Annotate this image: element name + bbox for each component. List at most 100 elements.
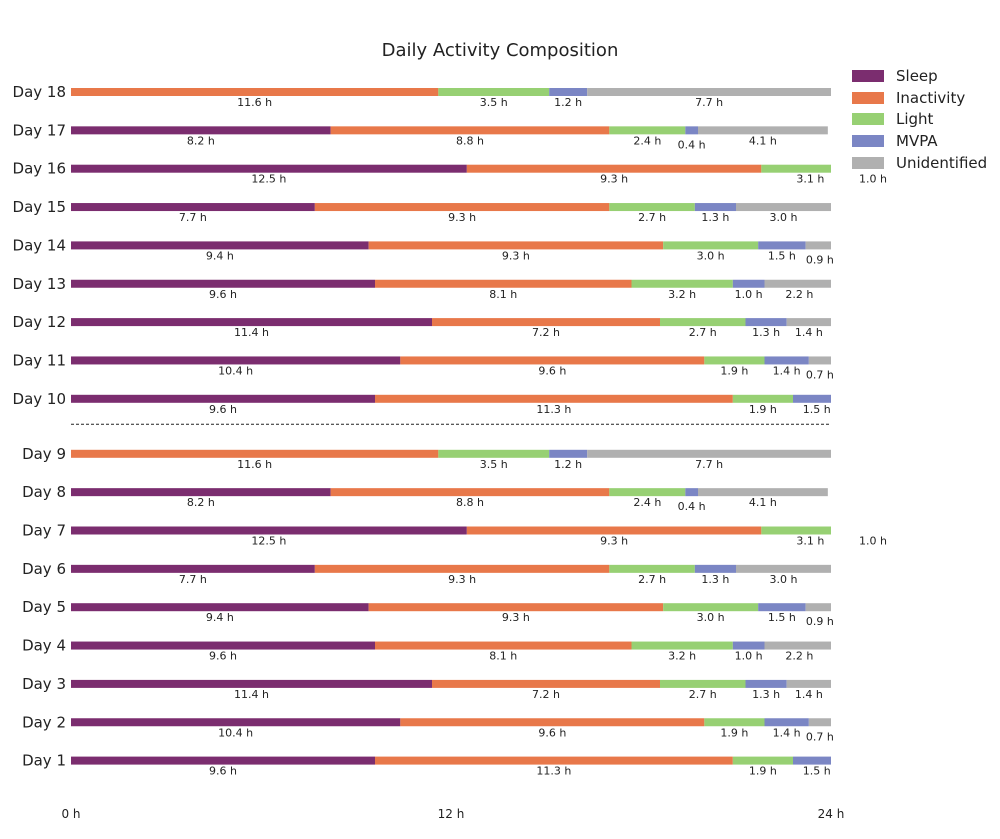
segment-label-day-17-unidentified: 4.1 h: [749, 134, 777, 147]
segment-label-day-16-inactivity: 9.3 h: [600, 173, 628, 186]
bar-day-9-mvpa: [549, 449, 588, 458]
bar-day-4-mvpa: [732, 641, 765, 650]
segment-label-day-7-inactivity: 9.3 h: [600, 535, 628, 548]
segment-label-day-13-unidentified: 2.2 h: [785, 288, 813, 301]
segment-label-day-7-light: 3.1 h: [796, 535, 824, 548]
bar-day-4-inactivity: [375, 641, 632, 650]
segment-label-day-2-light: 1.9 h: [720, 726, 748, 739]
bar-day-18-mvpa: [549, 88, 588, 96]
day-label-day-14: Day 14: [13, 236, 66, 254]
segment-label-day-5-sleep: 9.4 h: [206, 611, 234, 624]
bar-day-2-unidentified: [808, 718, 831, 727]
bar-day-3-light: [660, 679, 746, 688]
legend-item-unidentified: Unidentified: [852, 152, 987, 174]
bar-day-5-unidentified: [805, 603, 831, 612]
segment-label-day-17-sleep: 8.2 h: [187, 134, 215, 147]
legend-swatch: [852, 156, 884, 169]
bar-day-14-unidentified: [805, 241, 831, 250]
bar-day-1-inactivity: [375, 756, 733, 765]
bar-day-3-unidentified: [786, 679, 831, 688]
bar-day-3-inactivity: [432, 679, 660, 688]
legend-label: MVPA: [896, 131, 938, 150]
segment-label-day-18-unidentified: 7.7 h: [695, 96, 723, 109]
bar-day-4-unidentified: [764, 641, 831, 650]
bar-day-3-mvpa: [745, 679, 787, 688]
bar-day-16-sleep: [71, 164, 467, 173]
segment-label-day-6-light: 2.7 h: [638, 573, 666, 586]
day-label-day-18: Day 18: [13, 83, 66, 101]
segment-label-day-2-sleep: 10.4 h: [218, 726, 253, 739]
segment-label-day-11-inactivity: 9.6 h: [538, 364, 566, 377]
bar-day-15-inactivity: [314, 203, 610, 212]
bar-day-6-mvpa: [694, 564, 736, 573]
segment-label-day-15-light: 2.7 h: [638, 211, 666, 224]
bar-day-6-light: [609, 564, 695, 573]
day-label-day-2: Day 2: [22, 713, 66, 731]
legend-item-inactivity: Inactivity: [852, 87, 987, 109]
bar-day-12-mvpa: [745, 318, 787, 327]
bar-day-15-unidentified: [736, 203, 831, 212]
bar-day-1-light: [732, 756, 793, 765]
day-labels-layer: Day 18 Day 17 Day 16 Day 15 Day 14 Day 13 Day …: [13, 83, 66, 770]
segment-label-day-9-mvpa: 1.2 h: [554, 458, 582, 471]
bar-day-9-light: [438, 449, 550, 458]
segment-label-day-13-light: 3.2 h: [668, 288, 696, 301]
segment-label-day-4-unidentified: 2.2 h: [785, 650, 813, 663]
day-label-day-5: Day 5: [22, 598, 66, 616]
bar-day-7-sleep: [71, 526, 467, 535]
segment-label-day-3-inactivity: 7.2 h: [532, 688, 560, 701]
bar-day-6-unidentified: [736, 564, 831, 573]
bar-day-10-inactivity: [375, 394, 733, 403]
legend-label: Unidentified: [896, 153, 988, 172]
x-tick-label: 24 h: [818, 807, 845, 821]
bar-day-15-light: [609, 203, 695, 212]
bar-day-11-mvpa: [764, 356, 809, 365]
segment-label-day-10-mvpa: 1.5 h: [803, 403, 831, 416]
bar-day-10-sleep: [71, 394, 375, 403]
day-label-day-4: Day 4: [22, 637, 66, 655]
segment-label-day-18-mvpa: 1.2 h: [554, 96, 582, 109]
bar-day-5-mvpa: [758, 603, 806, 612]
legend-swatch: [852, 134, 884, 147]
segment-label-day-5-mvpa: 1.5 h: [768, 611, 796, 624]
x-axis-ticks: 0 h 12 h 24 h: [61, 807, 844, 821]
segment-label-day-14-unidentified: 0.9 h: [806, 253, 834, 266]
bar-day-15-sleep: [71, 203, 315, 212]
segment-label-day-17-light: 2.4 h: [633, 134, 661, 147]
segment-label-day-12-light: 2.7 h: [689, 326, 717, 339]
bar-day-13-mvpa: [732, 279, 765, 288]
segment-label-day-3-unidentified: 1.4 h: [795, 688, 823, 701]
chart-title: Daily Activity Composition: [382, 40, 619, 61]
day-label-day-16: Day 16: [13, 160, 66, 178]
day-label-day-7: Day 7: [22, 522, 66, 540]
segment-label-day-8-mvpa: 0.4 h: [678, 500, 706, 513]
bar-day-16-light: [761, 164, 831, 173]
segment-label-day-3-light: 2.7 h: [689, 688, 717, 701]
segment-label-day-2-inactivity: 9.6 h: [538, 726, 566, 739]
segment-label-day-15-sleep: 7.7 h: [179, 211, 207, 224]
bar-day-13-sleep: [71, 279, 375, 288]
segment-label-day-7-mvpa: 1.0 h: [859, 535, 887, 548]
segment-label-day-7-sleep: 12.5 h: [251, 535, 286, 548]
segment-label-day-6-mvpa: 1.3 h: [701, 573, 729, 586]
segment-label-day-8-light: 2.4 h: [633, 496, 661, 509]
bar-day-13-inactivity: [375, 279, 632, 288]
day-label-day-8: Day 8: [22, 483, 66, 501]
bar-day-8-light: [609, 488, 686, 497]
legend-label: Sleep: [896, 66, 938, 85]
bar-day-2-light: [704, 718, 765, 727]
bar-day-5-sleep: [71, 603, 369, 612]
bar-day-18-unidentified: [587, 88, 831, 96]
segment-label-day-15-unidentified: 3.0 h: [770, 211, 798, 224]
segment-label-day-13-sleep: 9.6 h: [209, 288, 237, 301]
segment-label-day-8-unidentified: 4.1 h: [749, 496, 777, 509]
bar-day-11-sleep: [71, 356, 401, 365]
bar-day-14-mvpa: [758, 241, 806, 250]
bar-day-18-light: [438, 88, 550, 96]
bar-day-8-inactivity: [330, 488, 610, 497]
segment-label-day-10-sleep: 9.6 h: [209, 403, 237, 416]
segment-label-day-14-light: 3.0 h: [697, 249, 725, 262]
bar-day-13-light: [631, 279, 733, 288]
bar-day-12-sleep: [71, 318, 432, 327]
segment-label-day-1-inactivity: 11.3 h: [536, 765, 571, 778]
